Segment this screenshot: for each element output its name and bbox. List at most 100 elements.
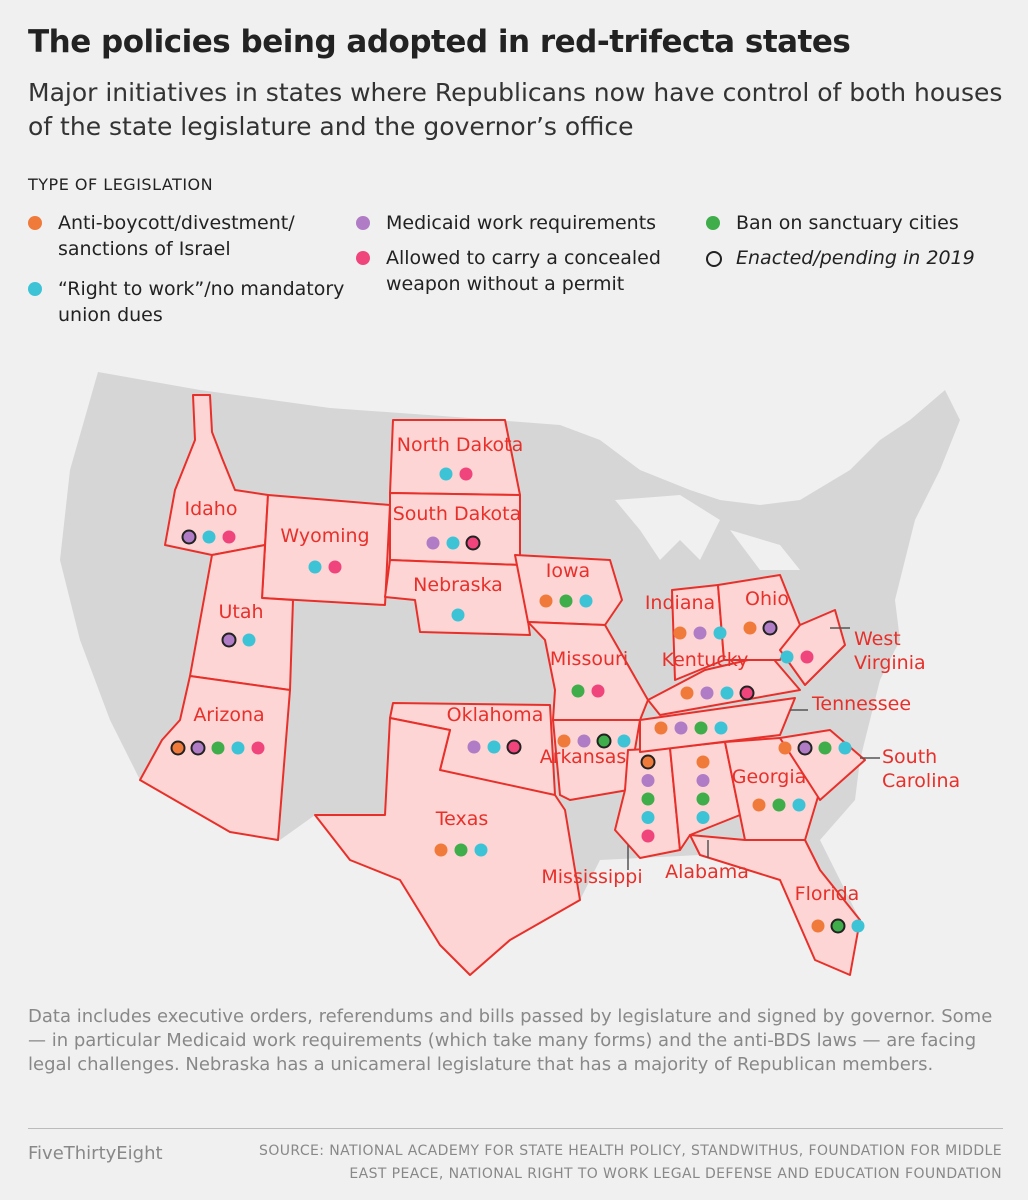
legend-item: Anti-boycott/divestment/ sanctions of Is…: [28, 210, 358, 262]
state-label: Iowa: [546, 560, 590, 582]
policy-dot: [539, 594, 553, 608]
state-label: Nebraska: [413, 574, 503, 596]
legend-label: Ban on sanctuary cities: [736, 212, 959, 234]
policy-dot: [181, 529, 197, 545]
policy-dot: [641, 811, 655, 824]
state-label: Ohio: [745, 588, 789, 610]
state-shape: [314, 717, 581, 976]
state-label: Georgia: [732, 766, 807, 788]
policy-dot: [713, 626, 727, 640]
state-label: Wyoming: [280, 525, 369, 547]
state-label: Texas: [435, 808, 489, 830]
state-shape: [139, 675, 291, 841]
policy-dot: [446, 536, 460, 550]
state-label: Arizona: [193, 704, 264, 726]
state-shape: [514, 554, 623, 626]
policy-dot: [694, 721, 708, 735]
great-lakes: [615, 495, 800, 570]
policy-dot: [577, 734, 591, 748]
policy-dot: [762, 620, 778, 636]
legend-label: Anti-boycott/divestment/ sanctions of Is…: [58, 212, 295, 260]
state-label: Kentucky: [662, 649, 749, 671]
subtitle: Major initiatives in states where Republ…: [28, 78, 1003, 141]
policy-dot: [696, 755, 710, 769]
policy-dot: [596, 733, 612, 749]
policy-dot: [641, 792, 655, 806]
policy-dot: [202, 530, 216, 544]
policy-dot: [693, 626, 707, 640]
policy-dot: [641, 774, 655, 787]
legend-item: “Right to work”/no mandatory union dues: [28, 276, 358, 328]
policy-dot: [465, 535, 481, 551]
policy-dot: [211, 741, 225, 755]
legend-label: Medicaid work requirements: [386, 212, 657, 234]
policy-dot: [617, 734, 631, 748]
state-label: Utah: [218, 601, 263, 623]
state-label: Indiana: [645, 592, 715, 614]
policy-dot: [559, 594, 573, 608]
policy-dot: [696, 792, 710, 806]
state-shape: [261, 494, 391, 606]
policy-dot: [439, 467, 453, 481]
policy-dot: [838, 741, 852, 755]
state-shape: [389, 419, 521, 496]
state-label: North Dakota: [397, 434, 524, 456]
legend-swatch: [356, 216, 370, 230]
states: [139, 394, 866, 976]
policy-dot: [800, 650, 814, 664]
policy-dot: [739, 685, 755, 701]
legend-swatch: [28, 282, 42, 296]
state-label: South Carolina: [882, 746, 960, 792]
policy-dot: [571, 684, 585, 698]
policy-dot: [190, 740, 206, 756]
state-label: Idaho: [185, 498, 238, 520]
policy-dot: [251, 741, 265, 755]
policy-dot: [696, 811, 710, 824]
policy-dot: [772, 798, 786, 812]
legend-item: Ban on sanctuary cities: [706, 210, 1028, 236]
policy-dot: [696, 774, 710, 787]
map-marks: Idaho Wyoming Utah Arizona North Dakota South…: [170, 434, 960, 934]
policy-dot: [811, 919, 825, 933]
legend-swatch: [356, 251, 370, 265]
state-label: Mississippi: [541, 866, 642, 888]
state-label: Tennessee: [811, 693, 911, 715]
policy-dot: [714, 721, 728, 735]
policy-dot: [579, 594, 593, 608]
legend-label: “Right to work”/no mandatory union dues: [58, 278, 345, 326]
policy-dot: [654, 721, 668, 735]
state-label: Missouri: [550, 648, 628, 670]
state-shape: [647, 654, 801, 716]
state-shape: [689, 834, 861, 976]
policy-dot: [830, 918, 846, 934]
legend-swatch: [28, 216, 42, 230]
policy-dot: [426, 536, 440, 550]
policy-dot: [308, 560, 322, 574]
policy-dot: [170, 740, 186, 756]
policy-dot: [591, 684, 605, 698]
policy-dot: [778, 741, 792, 755]
legend-title: TYPE OF LEGISLATION: [28, 175, 214, 194]
state-label: Arkansas: [540, 746, 627, 768]
state-label: West Virginia: [854, 628, 926, 674]
leader-lines: [627, 627, 880, 870]
policy-dot: [780, 650, 794, 664]
legend-item: Enacted/pending in 2019: [706, 245, 1028, 271]
policy-dot: [752, 798, 766, 812]
policy-dot: [474, 843, 488, 857]
policy-dot: [454, 843, 468, 857]
policy-dot: [231, 741, 245, 755]
legend-swatch: [706, 216, 720, 230]
legend-item: Medicaid work requirements: [356, 210, 706, 236]
policy-dot: [328, 560, 342, 574]
policy-dot: [467, 740, 481, 754]
state-label: Alabama: [665, 861, 749, 883]
legend-label: Allowed to carry a concealed weapon with…: [386, 247, 661, 295]
legend-item: Allowed to carry a concealed weapon with…: [356, 245, 706, 297]
policy-dot: [434, 843, 448, 857]
policy-dot: [674, 721, 688, 735]
policy-dot: [487, 740, 501, 754]
policy-dot: [222, 530, 236, 544]
policy-dot: [743, 621, 757, 635]
